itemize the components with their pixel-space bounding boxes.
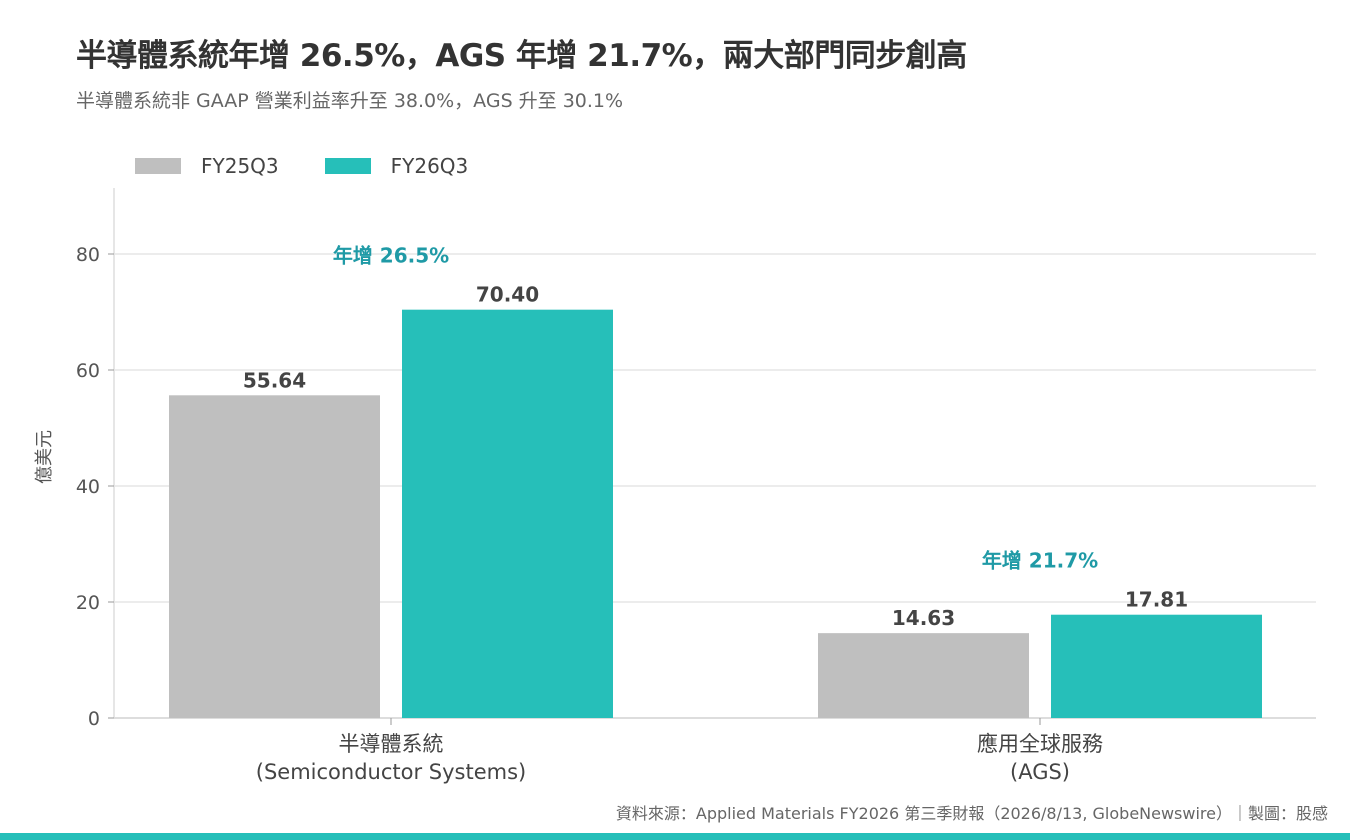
growth-annotation: 年增 26.5% [333, 244, 449, 268]
legend-label-fy26q3: FY26Q3 [390, 154, 469, 178]
legend-item-fy26q3: FY26Q3 [324, 154, 469, 178]
chart-subtitle: 半導體系統非 GAAP 營業利益率升至 38.0%，AGS 升至 30.1% [76, 90, 624, 112]
bar-fy25q3-0 [169, 395, 380, 718]
y-tick-label: 80 [76, 244, 100, 266]
bar-fy26q3-0 [402, 309, 613, 718]
bar-value-label: 14.63 [892, 606, 955, 630]
bar-fy25q3-1 [818, 633, 1029, 718]
bottom-accent-bar [0, 833, 1350, 840]
bar-value-label: 55.64 [243, 368, 306, 392]
chart-title: 半導體系統年增 26.5%，AGS 年增 21.7%，兩大部門同步創高 [76, 38, 967, 74]
legend: FY25Q3 FY26Q3 [135, 154, 514, 178]
x-tick-label: (Semiconductor Systems) [256, 760, 526, 784]
legend-item-fy25q3: FY25Q3 [135, 154, 279, 178]
legend-swatch-fy26q3 [324, 158, 371, 174]
source-note: 資料來源：Applied Materials FY2026 第三季財報（2026… [615, 804, 1328, 823]
bar-value-label: 17.81 [1125, 588, 1188, 612]
y-axis-label: 億美元 [34, 430, 55, 484]
x-tick-label: 半導體系統 [339, 732, 444, 756]
bar-fy26q3-1 [1051, 614, 1262, 718]
growth-annotation: 年增 21.7% [982, 549, 1098, 573]
legend-swatch-fy25q3 [135, 158, 181, 174]
x-tick-label: (AGS) [1010, 760, 1070, 784]
x-tick-label: 應用全球服務 [977, 732, 1103, 756]
legend-label-fy25q3: FY25Q3 [201, 154, 279, 178]
y-tick-label: 60 [76, 360, 100, 382]
y-tick-label: 0 [88, 708, 100, 730]
y-tick-label: 20 [76, 592, 100, 614]
y-tick-label: 40 [76, 476, 100, 498]
bar-value-label: 70.40 [476, 283, 539, 307]
